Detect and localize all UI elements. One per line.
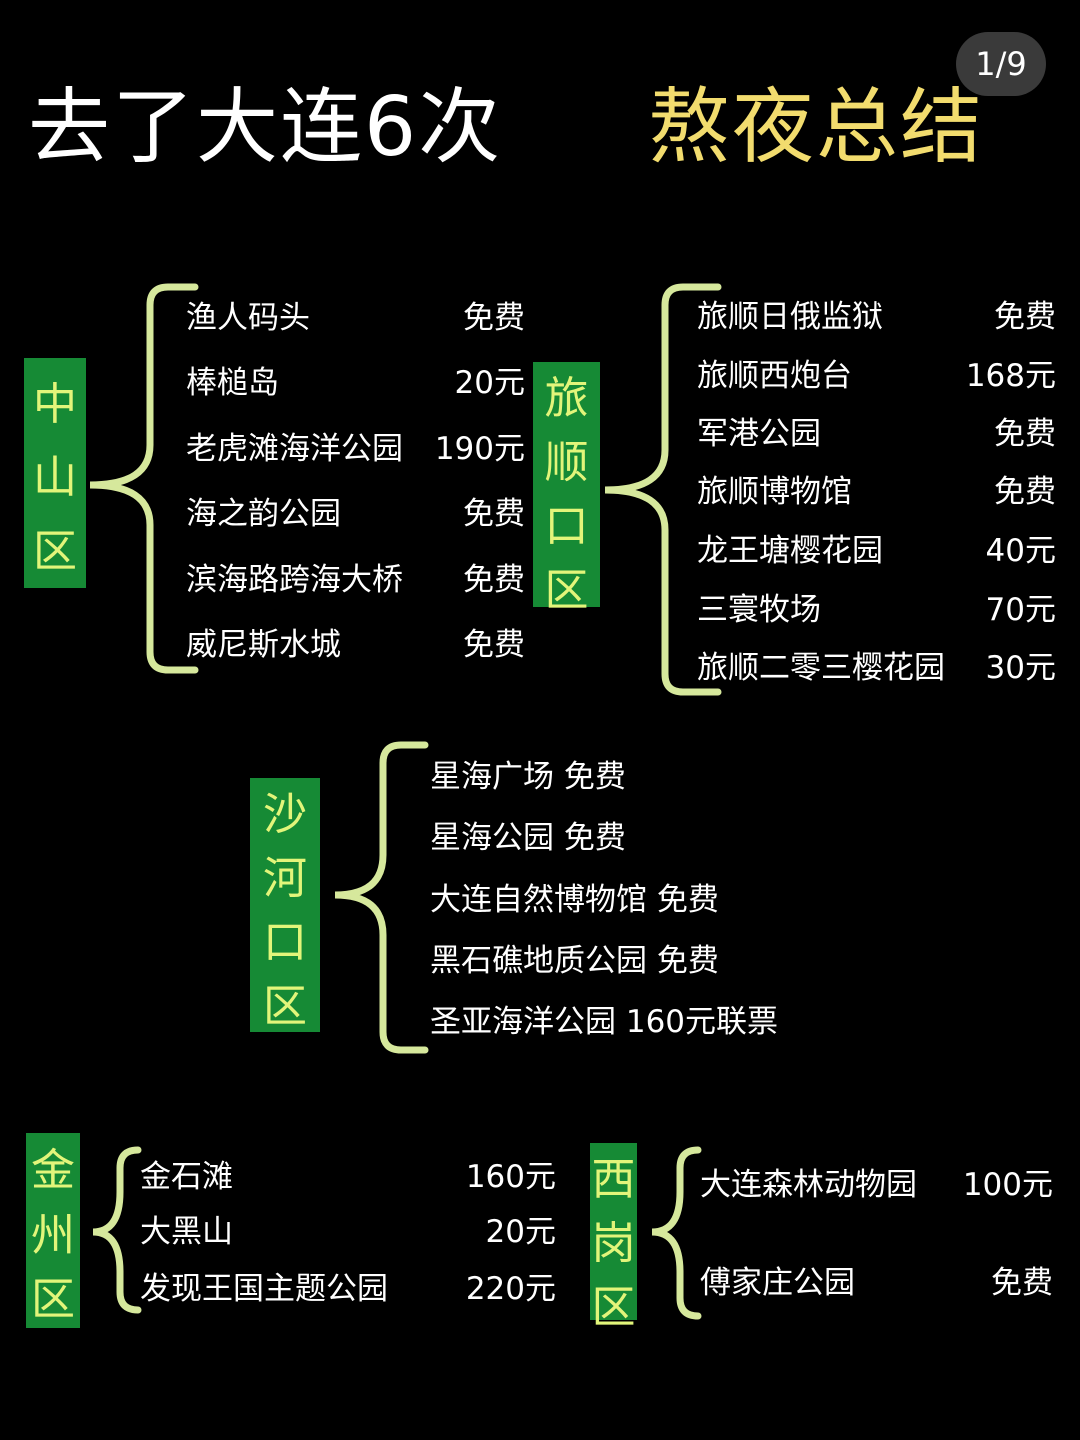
district-char: 区 — [544, 565, 589, 616]
attraction-name: 老虎滩海洋公园 — [186, 431, 403, 467]
attraction-price: 40元 — [985, 533, 1056, 569]
attraction-price: 20元 — [485, 1214, 556, 1250]
attraction-name: 金石滩 — [140, 1159, 233, 1195]
attraction-name: 傅家庄公园 — [700, 1265, 855, 1301]
brace — [334, 741, 429, 1054]
title-main: 去了大连6次 — [28, 80, 503, 175]
district-char: 河 — [263, 853, 307, 904]
district-label: 西岗区 — [590, 1143, 637, 1333]
attraction-name: 威尼斯水城 — [186, 627, 341, 663]
attraction-name: 渔人码头 — [186, 300, 310, 336]
district-char: 州 — [31, 1209, 75, 1261]
title-accent: 熬夜总结 — [648, 80, 985, 175]
page-indicator[interactable]: 1/9 — [956, 32, 1046, 96]
district-label: 中山区 — [24, 358, 86, 588]
attraction-name: 大连森林动物园 — [700, 1167, 917, 1203]
district-char: 区 — [31, 1274, 75, 1326]
attraction-name: 军港公园 — [697, 416, 821, 452]
district-label: 旅顺口区 — [533, 362, 600, 616]
attraction-name: 大连自然博物馆 免费 — [430, 882, 719, 918]
brace — [651, 1146, 702, 1320]
brace — [604, 283, 722, 696]
attraction-name: 星海广场 免费 — [430, 759, 626, 795]
district-label: 金州区 — [26, 1133, 80, 1328]
attraction-name: 棒槌岛 — [186, 365, 279, 401]
attraction-price: 168元 — [965, 358, 1056, 394]
brace — [92, 1146, 142, 1314]
district-char: 西 — [591, 1154, 636, 1205]
brace — [89, 283, 199, 674]
attraction-name: 黑石礁地质公园 免费 — [430, 943, 719, 979]
attraction-name: 发现王国主题公园 — [140, 1271, 388, 1307]
district-label: 沙河口区 — [250, 778, 320, 1032]
attraction-price: 70元 — [985, 592, 1056, 628]
attraction-name: 旅顺西炮台 — [697, 358, 852, 394]
attraction-name: 大黑山 — [140, 1214, 233, 1250]
attraction-price: 免费 — [994, 299, 1056, 335]
district-char: 岗 — [591, 1218, 636, 1269]
attraction-price: 220元 — [465, 1271, 556, 1307]
attraction-price: 免费 — [463, 300, 525, 336]
attraction-price: 30元 — [985, 650, 1056, 686]
district-char: 旅 — [544, 373, 589, 424]
district-char: 口 — [263, 917, 307, 968]
attraction-name: 滨海路跨海大桥 — [186, 562, 403, 598]
district-char: 口 — [544, 501, 589, 552]
attraction-name: 三寰牧场 — [697, 592, 821, 628]
district-char: 中 — [33, 378, 77, 430]
attraction-name: 旅顺日俄监狱 — [697, 299, 883, 335]
attraction-price: 100元 — [962, 1167, 1053, 1203]
district-char: 区 — [33, 525, 77, 577]
attraction-price: 160元 — [465, 1159, 556, 1195]
attraction-price: 免费 — [463, 496, 525, 532]
attraction-price: 免费 — [463, 627, 525, 663]
district-char: 金 — [31, 1144, 75, 1196]
attraction-name: 星海公园 免费 — [430, 820, 626, 856]
attraction-name: 旅顺博物馆 — [697, 474, 852, 510]
attraction-price: 20元 — [454, 365, 525, 401]
attraction-name: 圣亚海洋公园 160元联票 — [430, 1004, 779, 1040]
attraction-price: 免费 — [991, 1265, 1053, 1301]
district-char: 沙 — [263, 789, 307, 840]
district-char: 山 — [33, 452, 77, 503]
attraction-name: 旅顺二零三樱花园 — [697, 650, 945, 686]
attraction-price: 免费 — [994, 416, 1056, 452]
attraction-price: 190元 — [434, 431, 525, 467]
attraction-price: 免费 — [994, 474, 1056, 510]
attraction-name: 海之韵公园 — [186, 496, 341, 532]
district-char: 区 — [263, 981, 307, 1032]
attraction-price: 免费 — [463, 562, 525, 598]
district-char: 区 — [591, 1282, 636, 1333]
district-char: 顺 — [544, 437, 589, 488]
attraction-name: 龙王塘樱花园 — [697, 533, 883, 569]
